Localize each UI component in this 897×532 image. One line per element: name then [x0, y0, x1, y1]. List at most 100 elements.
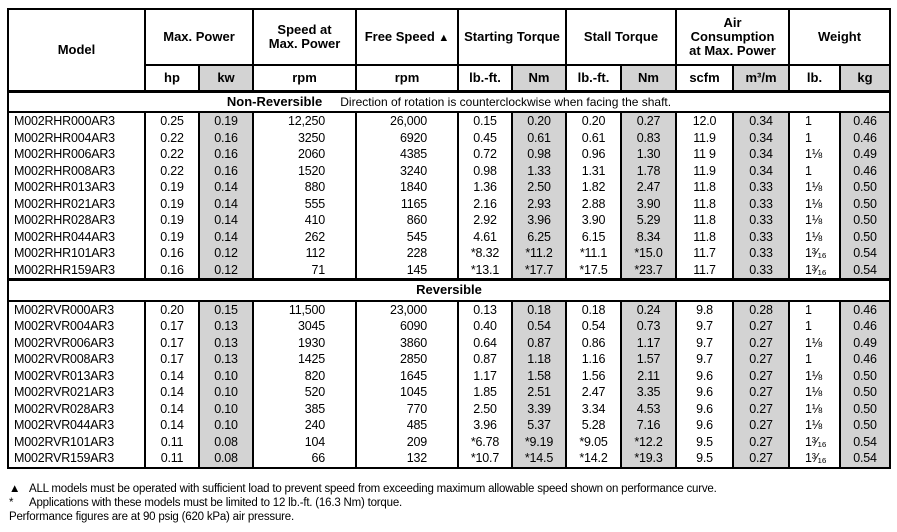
cell-scfm: 9.7: [675, 334, 734, 351]
cell-stall-torque-lbft: 3.34: [565, 400, 622, 417]
cell-hp: 0.11: [144, 450, 200, 468]
cell-hp: 0.14: [144, 417, 200, 434]
cell-free-speed-rpm: 2850: [355, 351, 459, 368]
cell-kw: 0.10: [198, 400, 254, 417]
cell-kw: 0.12: [198, 245, 254, 262]
cell-kw: 0.10: [198, 417, 254, 434]
cell-weight-kg: 0.54: [839, 433, 892, 450]
cell-scfm: 11.7: [675, 261, 734, 280]
footnote-text: Applications with these models must be l…: [29, 496, 403, 509]
cell-starting-torque-nm: 2.51: [511, 384, 567, 401]
cell-stall-torque-nm: 0.27: [620, 112, 677, 130]
section-reversible: Reversible M002RVR000AR3 0.20 0.15 11,500 23…: [6, 278, 892, 468]
cell-stall-torque-nm: *12.2: [620, 433, 677, 450]
cell-speed-rpm: 3250: [252, 129, 357, 146]
cell-starting-torque-nm: *11.2: [511, 245, 567, 262]
cell-m3m: 0.33: [731, 179, 791, 196]
cell-free-speed-rpm: 1045: [355, 384, 459, 401]
cell-starting-torque-lbft: 1.36: [457, 179, 513, 196]
cell-weight-kg: 0.50: [839, 195, 892, 212]
cell-scfm: 11.7: [675, 245, 734, 262]
cell-free-speed-rpm: 228: [355, 245, 459, 262]
cell-stall-torque-lbft: 6.15: [565, 228, 622, 245]
cell-model: M002RHR044AR3: [7, 228, 146, 245]
cell-scfm: 9.6: [675, 417, 734, 434]
cell-starting-torque-nm: 2.93: [511, 195, 567, 212]
table-row: M002RHR021AR3 0.19 0.14 555 1165 2.16 2.93 2.88…: [7, 195, 892, 212]
cell-m3m: 0.27: [731, 351, 791, 368]
cell-kw: 0.16: [198, 129, 254, 146]
cell-weight-kg: 0.50: [839, 417, 892, 434]
cell-stall-torque-lbft: 3.90: [565, 212, 622, 229]
cell-m3m: 0.33: [731, 228, 791, 245]
cell-kw: 0.10: [198, 384, 254, 401]
cell-model: M002RHR101AR3: [7, 245, 146, 262]
cell-weight-kg: 0.49: [839, 146, 892, 163]
cell-stall-torque-lbft: 0.61: [565, 129, 622, 146]
cell-weight-lb: 1⅛: [788, 146, 842, 163]
cell-m3m: 0.27: [731, 400, 791, 417]
cell-kw: 0.08: [198, 450, 254, 468]
cell-m3m: 0.27: [731, 318, 791, 335]
cell-kw: 0.10: [198, 367, 254, 384]
cell-kw: 0.08: [198, 433, 254, 450]
cell-stall-torque-nm: *19.3: [620, 450, 677, 468]
cell-scfm: 9.6: [675, 400, 734, 417]
cell-stall-torque-nm: 0.83: [620, 129, 677, 146]
cell-speed-rpm: 410: [252, 212, 357, 229]
cell-starting-torque-nm: *9.19: [511, 433, 567, 450]
cell-stall-torque-nm: *23.7: [620, 261, 677, 280]
cell-weight-kg: 0.49: [839, 334, 892, 351]
cell-model: M002RVR101AR3: [7, 433, 146, 450]
cell-m3m: 0.34: [731, 129, 791, 146]
cell-weight-kg: 0.46: [839, 112, 892, 130]
footnote-text: ALL models must be operated with suffici…: [29, 482, 717, 495]
cell-starting-torque-nm: 1.18: [511, 351, 567, 368]
cell-free-speed-rpm: 132: [355, 450, 459, 468]
cell-scfm: 9.5: [675, 450, 734, 468]
cell-m3m: 0.27: [731, 334, 791, 351]
cell-model: M002RVR021AR3: [7, 384, 146, 401]
cell-starting-torque-lbft: 2.92: [457, 212, 513, 229]
table-row: M002RVR159AR3 0.11 0.08 66 132 *10.7 *14.5 *14.…: [7, 450, 892, 468]
cell-weight-lb: 1³⁄₁₆: [788, 433, 842, 450]
cell-free-speed-rpm: 6920: [355, 129, 459, 146]
unit-kg: kg: [839, 64, 892, 93]
section-band: Reversible: [6, 278, 892, 302]
cell-m3m: 0.34: [731, 112, 791, 130]
cell-weight-lb: 1³⁄₁₆: [788, 450, 842, 468]
cell-free-speed-rpm: 4385: [355, 146, 459, 163]
cell-speed-rpm: 385: [252, 400, 357, 417]
cell-weight-kg: 0.50: [839, 400, 892, 417]
cell-hp: 0.22: [144, 146, 200, 163]
cell-free-speed-rpm: 145: [355, 261, 459, 280]
cell-model: M002RVR000AR3: [7, 300, 146, 318]
cell-free-speed-rpm: 3860: [355, 334, 459, 351]
col-header-stall-torque: Stall Torque: [565, 8, 677, 66]
cell-starting-torque-lbft: 1.17: [457, 367, 513, 384]
cell-weight-lb: 1³⁄₁₆: [788, 261, 842, 280]
cell-starting-torque-lbft: 0.87: [457, 351, 513, 368]
cell-m3m: 0.27: [731, 384, 791, 401]
cell-kw: 0.12: [198, 261, 254, 280]
cell-kw: 0.14: [198, 228, 254, 245]
cell-stall-torque-nm: 7.16: [620, 417, 677, 434]
cell-scfm: 11.9: [675, 162, 734, 179]
cell-hp: 0.22: [144, 162, 200, 179]
cell-free-speed-rpm: 6090: [355, 318, 459, 335]
cell-weight-lb: 1: [788, 300, 842, 318]
cell-stall-torque-nm: 1.30: [620, 146, 677, 163]
cell-starting-torque-nm: 0.20: [511, 112, 567, 130]
cell-weight-lb: 1⅛: [788, 334, 842, 351]
cell-weight-kg: 0.46: [839, 162, 892, 179]
cell-model: M002RVR013AR3: [7, 367, 146, 384]
table-row: M002RHR000AR3 0.25 0.19 12,250 26,000 0.15 0.2…: [7, 112, 892, 130]
cell-speed-rpm: 555: [252, 195, 357, 212]
cell-model: M002RHR159AR3: [7, 261, 146, 280]
cell-model: M002RVR028AR3: [7, 400, 146, 417]
cell-stall-torque-lbft: 0.18: [565, 300, 622, 318]
cell-weight-lb: 1: [788, 351, 842, 368]
cell-starting-torque-lbft: *10.7: [457, 450, 513, 468]
table-row: M002RVR008AR3 0.17 0.13 1425 2850 0.87 1.18 1.1…: [7, 351, 892, 368]
cell-stall-torque-lbft: 1.56: [565, 367, 622, 384]
